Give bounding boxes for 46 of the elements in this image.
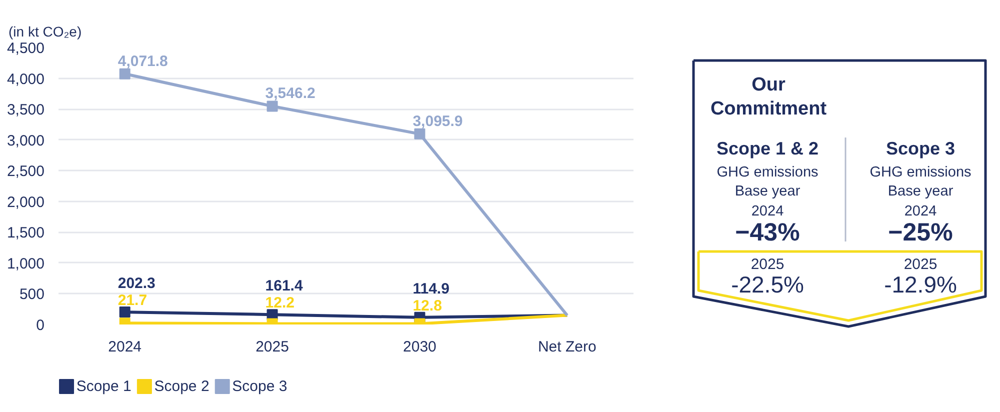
legend-label: Scope 1 [76,378,132,395]
x-tick-label: 2025 [256,338,289,356]
text: 2025 [750,256,784,273]
y-tick-label: 500 [19,286,45,304]
text: GHG emissions [870,164,972,180]
text: 2025 [904,256,938,273]
y-tick-label: 2,000 [6,194,45,211]
data-label: 12.2 [265,294,294,312]
y-axis-title: (in kt CO₂e) [8,24,82,40]
data-label: 202.3 [118,275,156,292]
y-tick-label: 0 [36,317,44,334]
text: Base year [888,184,954,200]
text: Base year [734,184,800,200]
data-label: 12.8 [412,297,442,314]
y-tick-label: 2,500 [6,163,45,180]
x-tick-label: 2030 [403,338,436,356]
data-label: 114.9 [412,280,450,298]
category-label: Scope 3 [886,138,956,158]
point [119,306,130,318]
point [414,128,426,140]
legend-label: Scope 3 [232,378,288,395]
legend-label: Scope 2 [154,378,210,395]
category-label: Scope 1 & 2 [716,138,819,158]
data-label: 161.4 [265,278,304,295]
point [119,68,130,80]
point [266,100,278,112]
y-tick-label: 1,000 [6,255,45,272]
text: Our Commitment [710,74,828,120]
data-label: 3,095.9 [412,112,463,130]
y-tick-label: 3,500 [6,102,45,119]
y-tick-label: 1,500 [6,224,45,242]
data-label: 21.7 [118,292,148,310]
y-tick-label: 4,500 [6,40,45,57]
text: −43% [735,218,800,246]
y-tick-label: 4,000 [6,70,45,88]
text: GHG emissions [716,164,818,180]
data-label: 4,071.8 [118,52,168,70]
text: -12.9% [884,272,957,298]
text: −25% [888,218,953,246]
text: 2024 [904,204,937,220]
text: -22.5% [731,272,804,298]
x-tick-label: Net Zero [538,338,596,356]
x-tick-label: 2024 [108,338,142,356]
data-label: 3,546.2 [265,85,316,102]
text: 2024 [751,204,784,220]
y-tick-label: 3,000 [6,132,45,150]
